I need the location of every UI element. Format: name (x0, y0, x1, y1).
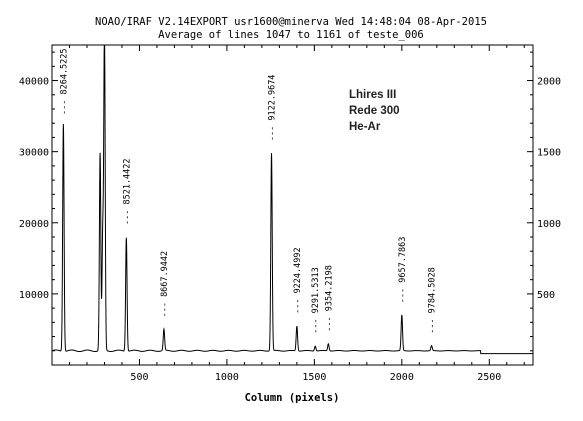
peak-label: --- 9122.9674 (268, 75, 278, 142)
peak-label: --- 9291.5313 (311, 267, 321, 334)
x-tick-label: 500 (130, 372, 148, 383)
y-tick-label-left: 20000 (19, 219, 49, 230)
peak-label: --- 8264.5225 (59, 48, 69, 115)
y-tick-label-left: 30000 (19, 148, 49, 159)
peak-label: --- 9354.2198 (324, 265, 334, 332)
x-axis-label: Column (pixels) (245, 392, 340, 404)
peak-labels: --- 8264.5225 --- 8521.4422 --- 8667.9442 -… (59, 48, 437, 333)
peak-label: --- 8667.9442 (160, 251, 170, 318)
x-tick-label: 2000 (390, 372, 414, 383)
plot-frame (51, 44, 534, 366)
spectrum-line (51, 44, 533, 355)
y-tick-label-left: 40000 (19, 77, 49, 88)
chart-subtitle: Average of lines 1047 to 1161 of teste_0… (158, 29, 424, 41)
peak-label: --- 9657.7863 (398, 237, 408, 304)
peak-label: --- 9784.5028 (428, 267, 438, 334)
peak-label: --- 8521.4422 (122, 158, 132, 225)
note-grating: Rede 300 (349, 105, 400, 117)
x-tick-label: 1500 (302, 372, 326, 383)
axis-ticks: 500 1000 1500 2000 2500 10000 20000 30000 40000 5… (19, 45, 561, 383)
y-tick-label-left: 10000 (19, 290, 49, 301)
y-tick-label-right: 500 (537, 290, 555, 301)
y-tick-label-right: 1000 (537, 219, 561, 230)
x-tick-label: 1000 (215, 372, 239, 383)
peak-label: --- 9224.4992 (293, 247, 303, 314)
chart-title: NOAO/IRAF V2.14EXPORT usr1600@minerva We… (95, 16, 487, 28)
y-tick-label-right: 1500 (537, 148, 561, 159)
y-tick-label-right: 2000 (537, 77, 561, 88)
note-instrument: Lhires III (349, 89, 396, 101)
x-tick-label: 2500 (477, 372, 501, 383)
note-lamp: He-Ar (349, 121, 381, 133)
